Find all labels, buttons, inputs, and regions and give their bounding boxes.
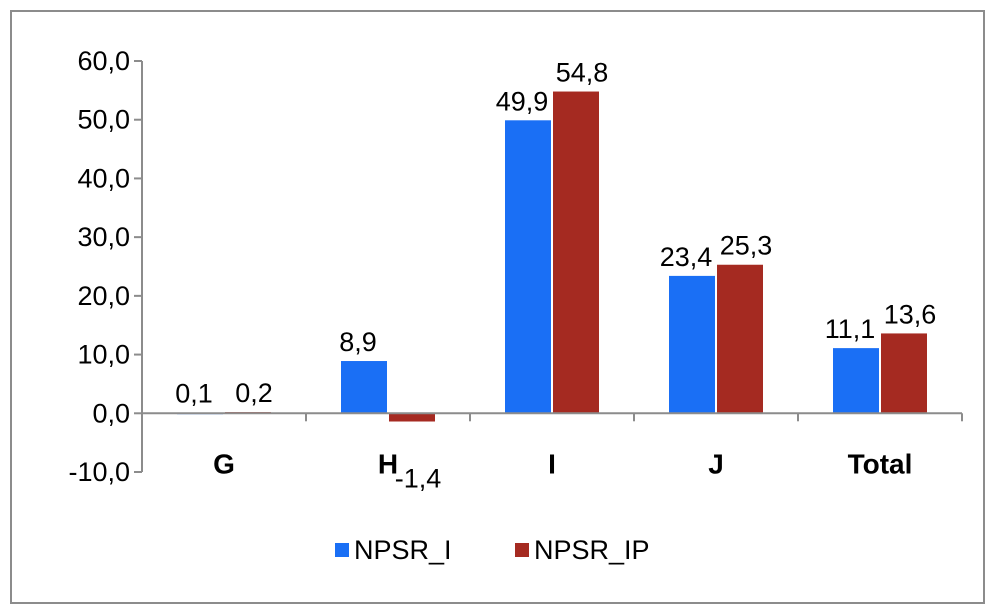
data-label-npsr-ip-total: 13,6 <box>884 299 937 329</box>
bar-npsr-i-j <box>669 275 715 414</box>
bar-npsr-i-i <box>505 120 551 414</box>
y-tick-label: 60,0 <box>77 46 130 76</box>
data-label-npsr-i-h: 8,9 <box>339 327 377 357</box>
category-label-i: I <box>548 448 556 479</box>
data-label-npsr-i-total: 11,1 <box>825 314 876 344</box>
chart-border <box>10 10 985 604</box>
y-tick-label: 50,0 <box>77 105 130 135</box>
category-label-h: H <box>378 448 398 479</box>
category-label-g: G <box>213 448 235 479</box>
data-label-npsr-i-j: 23,4 <box>660 242 713 272</box>
legend-swatch-npsr-ip <box>515 543 529 557</box>
y-tick-label: 40,0 <box>77 163 130 193</box>
y-tick-label: 30,0 <box>77 222 130 252</box>
bar-npsr-i-h <box>341 361 387 414</box>
data-label-npsr-ip-i: 54,8 <box>556 58 609 88</box>
data-label-npsr-i-i: 49,9 <box>496 86 549 116</box>
axis-layer: -10,0 0,0 10,0 20,0 30,0 40,0 50,0 60,0 <box>68 46 963 487</box>
y-tick-label: 10,0 <box>77 340 130 370</box>
legend-swatch-npsr-i <box>335 543 349 557</box>
data-label-npsr-ip-h: -1,4 <box>395 464 442 494</box>
legend: NPSR_I NPSR_IP <box>335 535 650 565</box>
category-label-total: Total <box>848 448 913 479</box>
legend-label-npsr-i: NPSR_I <box>354 535 452 565</box>
bar-npsr-ip-j <box>717 264 763 414</box>
data-label-npsr-ip-g: 0,2 <box>235 378 273 408</box>
bar-npsr-ip-h <box>389 413 435 422</box>
labels-layer: 0,1 0,2 G 8,9 -1,4H 49,954,8 I 23,4 25,3 J 11,1 13,… <box>175 58 936 494</box>
bars-layer <box>177 91 927 422</box>
legend-label-npsr-ip: NPSR_IP <box>534 535 650 565</box>
bar-npsr-ip-total <box>881 333 927 414</box>
bar-npsr-ip-i <box>553 91 599 414</box>
data-label-npsr-i-g: 0,1 <box>175 379 213 409</box>
data-label-npsr-ip-j: 25,3 <box>720 231 773 261</box>
y-tick-label: -10,0 <box>68 457 130 487</box>
y-tick-label: 20,0 <box>77 281 130 311</box>
y-tick-label: 0,0 <box>92 398 130 428</box>
category-label-j: J <box>708 448 724 479</box>
bar-npsr-i-total <box>833 348 879 414</box>
